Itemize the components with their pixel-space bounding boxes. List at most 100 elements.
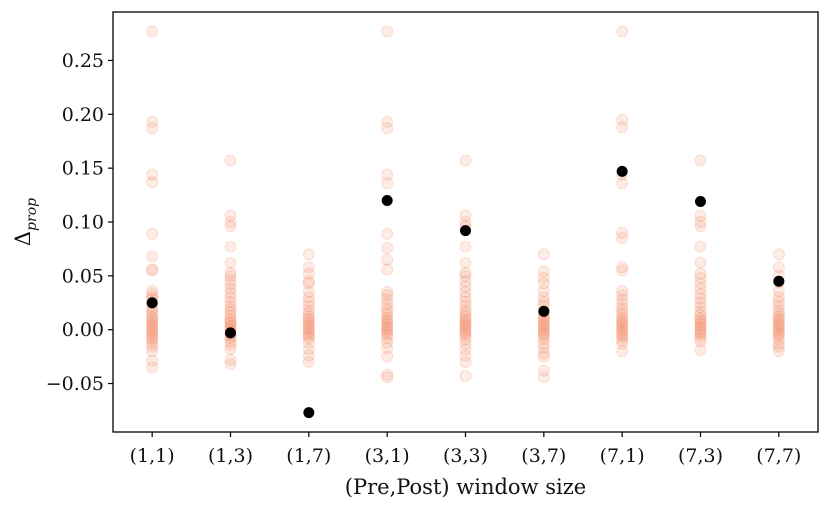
data-point [694,277,707,290]
data-point [146,328,159,340]
data-point [381,368,394,381]
mean-point [225,327,236,339]
data-point [146,176,159,189]
data-point [224,216,237,228]
data-point [459,356,472,368]
data-point [381,297,394,310]
data-point [537,347,550,360]
data-point [459,304,472,317]
data-point [694,314,707,326]
data-point [224,315,237,328]
data-point [694,209,707,222]
data-point [772,317,785,330]
data-point [459,328,472,340]
data-point [224,312,237,325]
y-axis-label: Δprop [11,198,40,246]
mean-point [616,165,628,177]
data-point [381,329,394,342]
data-point [459,325,472,338]
data-point [381,177,394,190]
data-point [146,284,159,297]
data-point [537,248,550,261]
data-point [381,168,394,181]
data-point [616,324,629,337]
data-point [146,263,159,276]
data-point [694,322,707,335]
data-point [772,319,785,332]
data-point [146,361,159,374]
data-point [146,227,159,240]
data-point [302,300,315,312]
data-point [381,342,394,354]
data-point [381,305,394,318]
y-axis-label-main: Δ [11,231,35,246]
x-tick-label: (1,1) [130,445,175,467]
data-point [224,295,237,308]
data-point [616,121,629,134]
data-point [616,305,629,318]
data-point [772,304,785,317]
data-point [302,321,315,334]
data-point [224,343,237,356]
data-point [616,322,629,335]
data-point [772,307,785,320]
data-point [146,25,159,38]
data-point [694,282,707,295]
data-point [459,310,472,323]
data-point [694,329,707,342]
data-point [694,332,707,345]
data-point [302,248,315,261]
y-tick-label: 0.00 [62,319,104,341]
data-point [772,340,785,353]
data-point [459,349,472,362]
data-point [146,315,159,328]
data-point [302,295,315,308]
data-point [616,113,629,126]
data-point [146,330,159,343]
data-point [616,337,629,350]
x-tick-label: (3,7) [521,445,566,467]
data-point [224,274,237,287]
data-point [616,320,629,333]
data-point [772,330,785,343]
data-point [459,333,472,346]
data-point [772,345,785,358]
data-point [302,323,315,336]
data-point [694,320,707,333]
data-point [381,336,394,349]
data-point [616,293,629,306]
data-point [537,277,550,290]
data-point [616,302,629,315]
data-point [302,261,315,274]
data-point [772,312,785,325]
x-tick-label: (7,3) [678,445,723,467]
data-point [694,311,707,324]
data-point [537,323,550,336]
data-point [381,314,394,326]
data-point [224,266,237,279]
data-point [537,350,550,363]
data-point [459,312,472,325]
data-point [694,256,707,269]
data-point [381,316,394,329]
y-tick-label: 0.05 [62,265,104,287]
data-point [537,319,550,332]
data-point [381,322,394,335]
data-point [381,320,394,333]
data-point [302,310,315,323]
data-point [224,309,237,322]
mean-point [773,275,785,287]
data-point [694,220,707,233]
data-point [694,267,707,280]
data-point [537,333,550,346]
data-point [459,370,472,382]
data-point [146,354,159,367]
x-tick-label: (1,3) [208,445,253,467]
data-point [302,304,315,317]
data-point [459,337,472,350]
data-point [302,277,315,290]
data-point [772,295,785,308]
data-point [616,289,629,302]
data-point [146,334,159,347]
data-point [459,321,472,334]
